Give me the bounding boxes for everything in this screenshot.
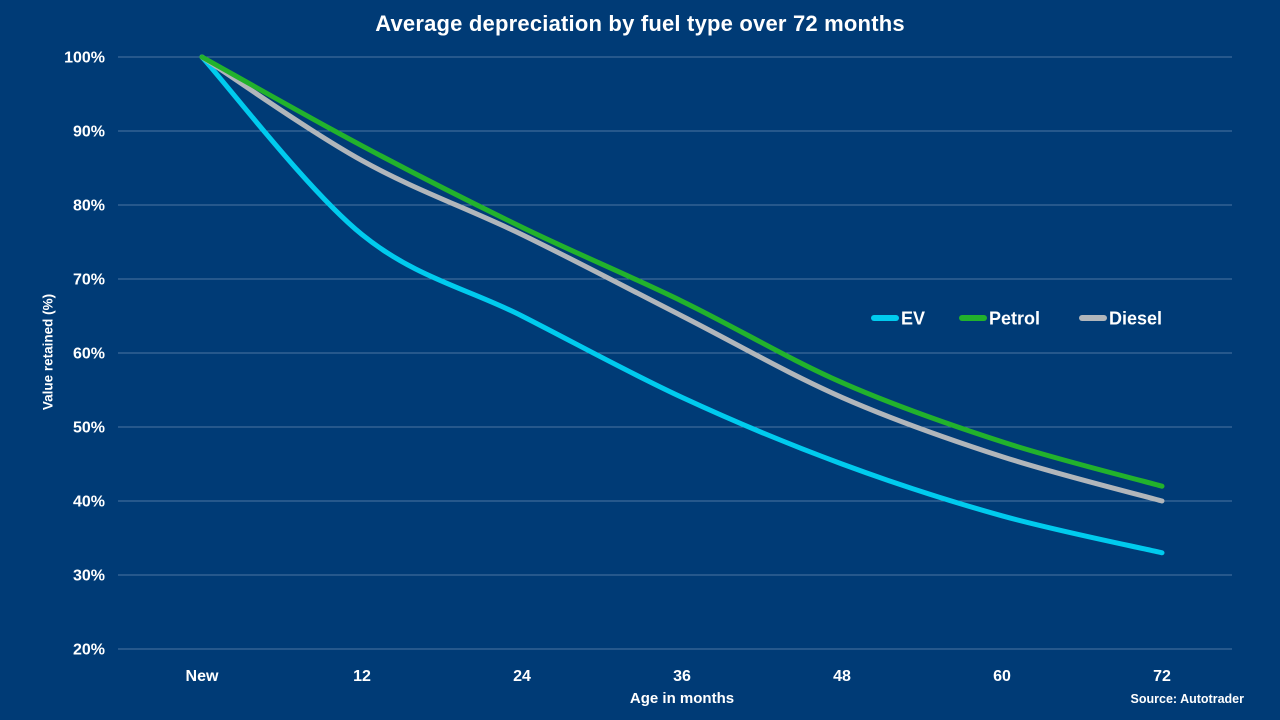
- x-tick-label: New: [186, 668, 219, 685]
- x-tick-label: 48: [833, 668, 851, 685]
- x-tick-label: 72: [1153, 668, 1171, 685]
- y-tick-label: 80%: [73, 198, 105, 215]
- y-tick-label: 20%: [73, 642, 105, 659]
- x-tick-label: 60: [993, 668, 1011, 685]
- x-tick-label: 36: [673, 668, 691, 685]
- source-credit: Source: Autotrader: [1130, 692, 1244, 706]
- y-tick-label: 30%: [73, 568, 105, 585]
- y-tick-label: 70%: [73, 272, 105, 289]
- y-tick-label: 90%: [73, 124, 105, 141]
- y-tick-label: 60%: [73, 346, 105, 363]
- chart-title: Average depreciation by fuel type over 7…: [375, 11, 905, 36]
- y-tick-label: 100%: [64, 50, 105, 67]
- y-tick-label: 40%: [73, 494, 105, 511]
- series-line-ev: [199, 54, 1165, 556]
- x-axis-label: Age in months: [629, 690, 735, 707]
- y-tick-label: 50%: [73, 420, 105, 437]
- legend-label-petrol: Petrol: [989, 309, 1040, 329]
- x-tick-label: 24: [513, 668, 531, 685]
- series-line-petrol: [199, 54, 1165, 489]
- series-line-diesel: [199, 54, 1165, 504]
- legend-label-diesel: Diesel: [1109, 309, 1162, 329]
- x-tick-label: 12: [353, 668, 371, 685]
- legend-label-ev: EV: [901, 309, 925, 329]
